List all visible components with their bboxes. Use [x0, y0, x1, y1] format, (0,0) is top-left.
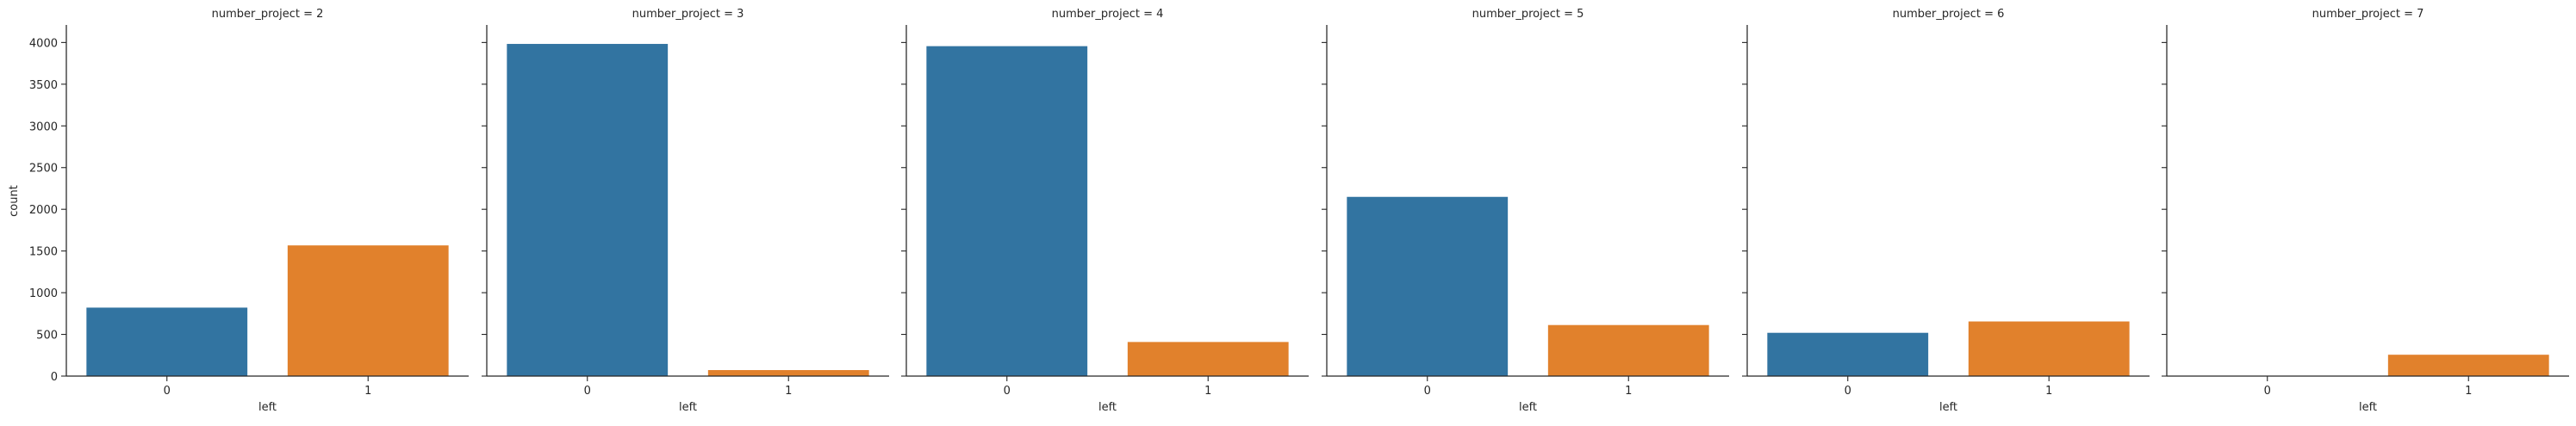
y-tick-label: 2000 — [29, 204, 58, 217]
x-tick-label: 1 — [364, 385, 371, 398]
x-tick-label: 1 — [2465, 385, 2472, 398]
x-axis-label: left — [2359, 401, 2377, 414]
bar-3-0 — [926, 46, 1088, 376]
y-tick-label: 1500 — [29, 246, 58, 259]
bar-2-0 — [507, 44, 669, 376]
x-tick-label: 1 — [785, 385, 792, 398]
x-tick-label: 0 — [1424, 385, 1431, 398]
y-tick-label: 500 — [36, 330, 58, 343]
bar-5-0 — [1767, 332, 1929, 376]
x-tick-label: 0 — [1004, 385, 1011, 398]
x-tick-label: 0 — [1845, 385, 1851, 398]
facet-title: number_project = 3 — [632, 8, 744, 21]
y-tick-label: 1000 — [29, 287, 58, 300]
x-tick-label: 1 — [1204, 385, 1211, 398]
x-axis-label: left — [679, 401, 697, 414]
x-tick-label: 0 — [164, 385, 171, 398]
x-tick-label: 0 — [584, 385, 591, 398]
bar-1-1 — [287, 245, 449, 376]
x-tick-label: 1 — [1625, 385, 1632, 398]
bar-4-1 — [1547, 324, 1709, 376]
facet-title: number_project = 6 — [1893, 8, 2005, 21]
bar-3-1 — [1127, 342, 1289, 376]
x-axis-label: left — [1519, 401, 1537, 414]
x-tick-label: 0 — [2264, 385, 2271, 398]
bar-6-1 — [2387, 355, 2549, 376]
facet-title: number_project = 5 — [1472, 8, 1584, 21]
y-tick-label: 3500 — [29, 79, 58, 92]
bar-4-0 — [1347, 196, 1509, 376]
x-axis-label: left — [1939, 401, 1957, 414]
y-tick-label: 4000 — [29, 37, 58, 50]
y-axis-label: count — [8, 185, 21, 217]
facet-title: number_project = 4 — [1052, 8, 1164, 21]
x-axis-label: left — [258, 401, 277, 414]
bar-5-1 — [1968, 321, 2130, 376]
y-tick-label: 0 — [51, 371, 58, 384]
x-axis-label: left — [1098, 401, 1117, 414]
facet-title: number_project = 2 — [212, 8, 324, 21]
y-tick-label: 3000 — [29, 120, 58, 133]
facet-title: number_project = 7 — [2312, 8, 2424, 21]
bar-1-0 — [86, 307, 248, 376]
bar-2-1 — [707, 370, 869, 376]
x-tick-label: 1 — [2045, 385, 2052, 398]
y-tick-label: 2500 — [29, 163, 58, 176]
